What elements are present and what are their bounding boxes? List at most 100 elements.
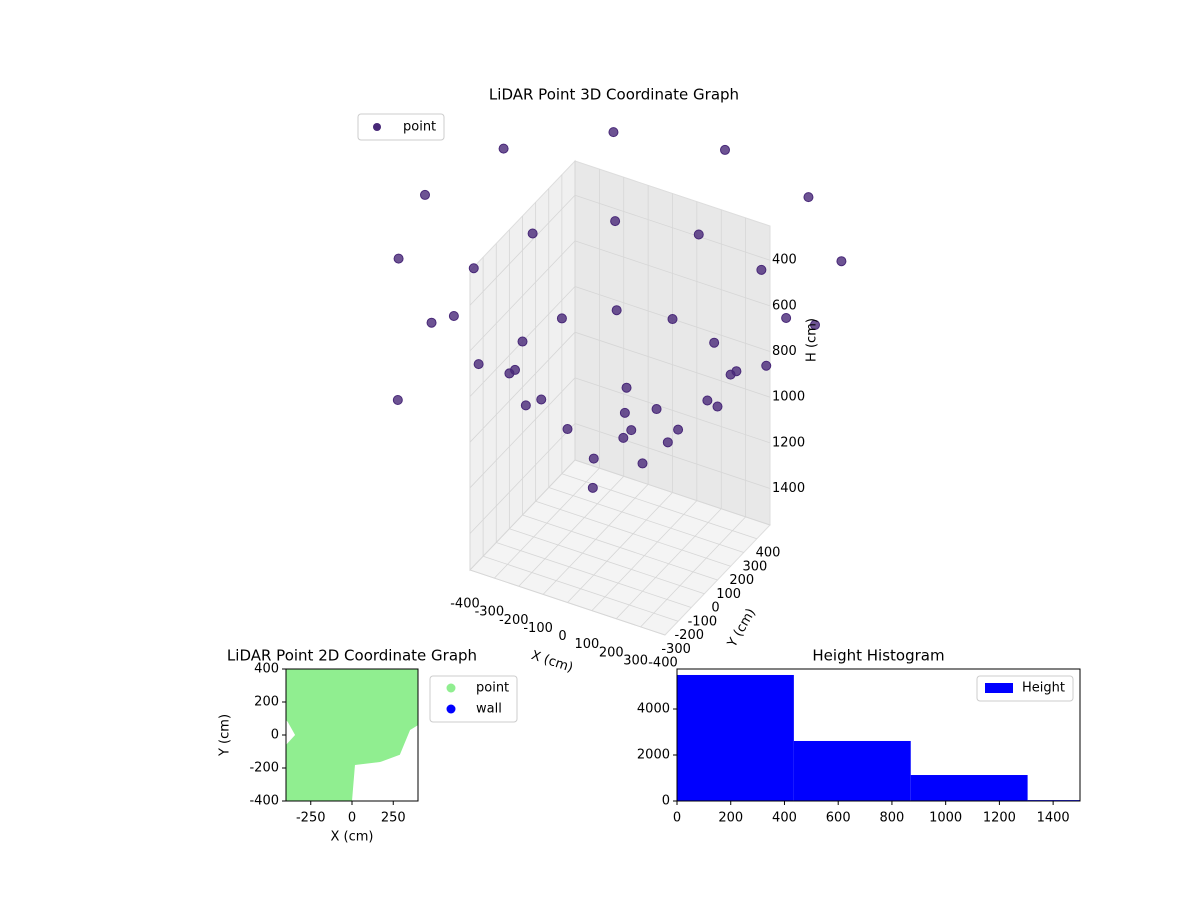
- y-tick-label: 200: [729, 573, 754, 588]
- grid-line: [535, 500, 731, 567]
- point: [803, 192, 814, 203]
- point: [673, 424, 684, 435]
- x-tick-label: 400: [772, 811, 797, 826]
- legend-label: wall: [476, 702, 502, 717]
- grid-line: [574, 459, 771, 526]
- grid-line: [574, 194, 771, 261]
- point: [651, 404, 662, 415]
- grid-line: [574, 240, 771, 307]
- legend-marker: [446, 683, 456, 693]
- x-tick-label: 600: [826, 811, 851, 826]
- z-tick-label: 1400: [772, 481, 805, 496]
- x-tick-label: 1200: [983, 811, 1016, 826]
- point: [662, 437, 673, 448]
- y-tick-label: 200: [254, 695, 279, 710]
- grid-line: [469, 240, 576, 352]
- x-tick-label: -250: [296, 811, 326, 826]
- z-tick-label: 600: [772, 298, 797, 313]
- x-tick-label: 200: [718, 811, 743, 826]
- y-tick-label: -100: [688, 614, 718, 629]
- x-tick-label: 0: [348, 811, 356, 826]
- z-tick-label: 1000: [772, 390, 805, 405]
- bar: [793, 740, 911, 801]
- legend-marker: [446, 704, 456, 714]
- point: [473, 359, 484, 370]
- grid-line: [548, 487, 744, 553]
- y-tick-label: -200: [674, 628, 704, 643]
- point: [504, 368, 515, 379]
- point: [621, 382, 632, 393]
- y-axis-label: Y (cm): [218, 714, 233, 757]
- x-tick-label: 1000: [929, 811, 962, 826]
- point: [498, 143, 509, 154]
- x-tick-label: 100: [574, 637, 599, 652]
- y-tick-label: -400: [648, 656, 678, 671]
- x-tick-label: 300: [623, 653, 648, 668]
- bar: [910, 775, 1028, 801]
- y-tick-label: 400: [254, 662, 279, 677]
- x-axis-label: X (cm): [331, 830, 374, 845]
- grid-line: [482, 555, 679, 622]
- point: [667, 314, 678, 325]
- y-tick-label: 400: [756, 546, 781, 561]
- plot-area: [677, 674, 1080, 801]
- point: [393, 253, 404, 264]
- x-tick-label: 250: [381, 811, 406, 826]
- legend-label: Height: [1022, 681, 1065, 696]
- y-tick-label: -300: [661, 642, 691, 657]
- z-tick-label: 1200: [772, 435, 805, 450]
- point: [637, 458, 648, 469]
- point: [608, 127, 619, 138]
- point: [420, 189, 430, 200]
- point: [448, 310, 459, 321]
- y-tick-label: 300: [742, 559, 767, 574]
- y-tick-label: 2000: [637, 748, 670, 763]
- grid-line: [496, 542, 692, 608]
- point: [392, 394, 403, 405]
- y-tick-label: 0: [271, 728, 279, 743]
- point: [693, 229, 704, 240]
- point: [626, 425, 637, 436]
- grid-line: [469, 377, 576, 489]
- x-tick-label: 200: [599, 645, 624, 660]
- z-tick-label: 800: [772, 344, 797, 359]
- point: [556, 313, 567, 324]
- point: [712, 401, 723, 412]
- legend-box: [976, 675, 1074, 702]
- point: [756, 264, 767, 275]
- point: [761, 360, 772, 371]
- x-tick-label: 0: [558, 629, 566, 644]
- legend-label: point: [476, 681, 509, 696]
- chart-title: Height Histogram: [812, 647, 944, 665]
- grid-line: [522, 514, 718, 581]
- point: [611, 305, 622, 316]
- legend-box: [357, 113, 445, 141]
- x-tick-label: -100: [523, 621, 553, 636]
- point: [587, 482, 598, 493]
- point: [527, 228, 538, 239]
- y-tick-label: -400: [249, 794, 279, 809]
- x-tick-label: -400: [450, 597, 480, 612]
- chart-title: LiDAR Point 3D Coordinate Graph: [489, 86, 739, 104]
- y-tick-label: 100: [716, 587, 741, 602]
- point: [618, 432, 629, 443]
- legend-marker: [373, 123, 381, 131]
- point: [720, 144, 730, 155]
- point: [468, 263, 479, 274]
- legend-marker: [985, 683, 1013, 693]
- point-area: [286, 669, 418, 801]
- chart-title: LiDAR Point 2D Coordinate Graph: [227, 647, 477, 665]
- z-tick-label: 400: [772, 253, 797, 268]
- grid-line: [469, 331, 576, 443]
- point: [810, 319, 820, 330]
- y-tick-label: 0: [711, 601, 719, 616]
- point: [725, 369, 736, 380]
- grid-line: [574, 423, 771, 489]
- y-axis-label: Y (cm): [724, 606, 759, 651]
- point: [562, 424, 573, 435]
- x-tick-label: 800: [880, 811, 905, 826]
- point: [781, 312, 792, 323]
- point: [610, 216, 621, 227]
- point: [702, 395, 713, 406]
